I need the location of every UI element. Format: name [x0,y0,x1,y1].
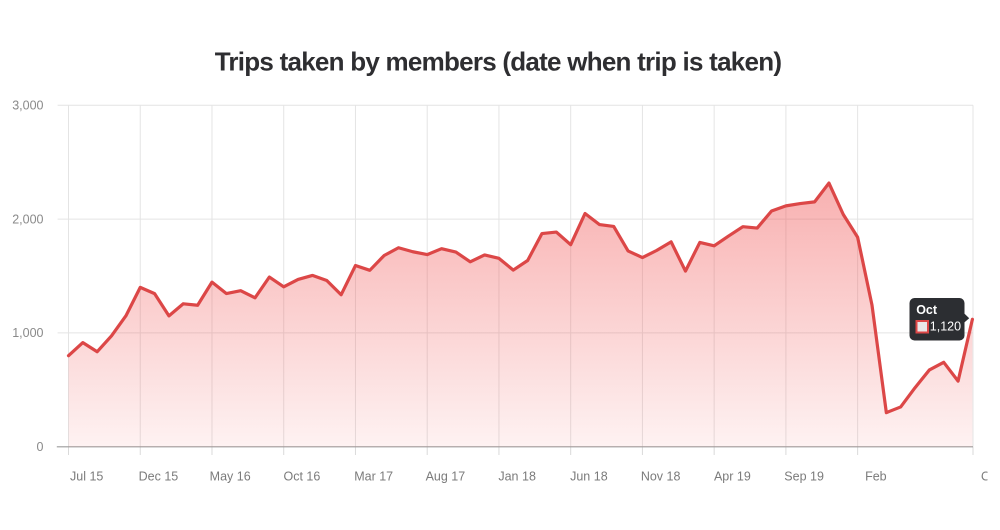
svg-text:Oct 20: Oct 20 [981,470,1000,484]
svg-text:Oct: Oct [916,303,938,317]
svg-text:Apr 19: Apr 19 [714,470,751,484]
svg-text:Sep 19: Sep 19 [784,470,824,484]
svg-text:Jul 15: Jul 15 [70,470,103,484]
svg-text:Aug 17: Aug 17 [426,470,466,484]
svg-text:Trips taken by members (date w: Trips taken by members (date when trip i… [215,47,782,77]
svg-text:May 16: May 16 [210,470,251,484]
svg-text:Jun 18: Jun 18 [570,470,608,484]
svg-text:Mar 17: Mar 17 [354,470,393,484]
svg-text:Feb: Feb [865,470,887,484]
svg-text:2,000: 2,000 [12,212,43,226]
svg-text:1,000: 1,000 [12,326,43,340]
svg-text:Nov 18: Nov 18 [641,470,681,484]
svg-text:Dec 15: Dec 15 [139,470,179,484]
svg-text:1,120: 1,120 [930,320,961,334]
svg-text:Oct 16: Oct 16 [284,470,321,484]
svg-text:3,000: 3,000 [12,99,43,113]
svg-text:0: 0 [37,440,44,454]
svg-text:Jan 18: Jan 18 [498,470,536,484]
